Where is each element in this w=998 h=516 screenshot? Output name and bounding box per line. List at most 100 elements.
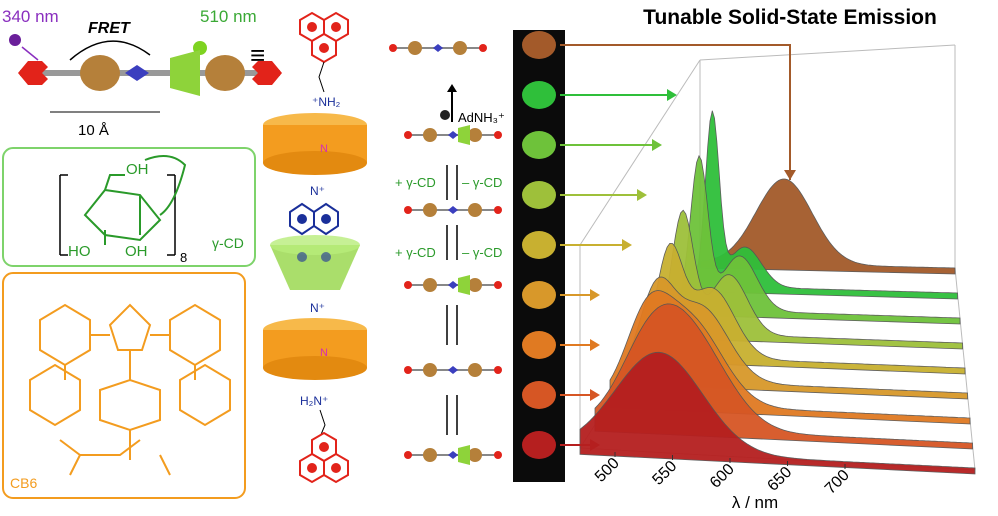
- sample-photo: [522, 131, 556, 159]
- cb6-structure: [29, 303, 231, 476]
- cb6: [423, 203, 437, 217]
- cb6-ring: [80, 55, 120, 91]
- equilibrium-arrows: [446, 165, 458, 435]
- pointer-arrow: [560, 139, 662, 151]
- triazole-n: N: [320, 347, 328, 359]
- x-tick-label: 500: [592, 455, 623, 486]
- excitation-label: 340 nm: [2, 7, 59, 26]
- emission-label: 510 nm: [200, 7, 257, 26]
- stopper: [404, 131, 412, 139]
- remove-label: – γ-CD: [462, 175, 502, 190]
- pointer-arrow: [560, 339, 600, 351]
- gamma-cd-cone: [270, 245, 360, 290]
- photon: [9, 34, 21, 46]
- x-tick-label: 700: [822, 467, 853, 498]
- gamma-cd-label: γ-CD: [212, 235, 244, 251]
- stopper: [404, 281, 412, 289]
- viologen: [448, 366, 458, 374]
- pointer-arrow: [560, 289, 600, 301]
- cb6: [468, 448, 482, 462]
- rotaxane-state: [404, 275, 502, 295]
- arrow-head: [590, 439, 600, 451]
- arrow-head: [667, 89, 677, 101]
- stopper: [252, 61, 282, 85]
- arrow-head: [622, 239, 632, 251]
- distance-label: 10 Å: [78, 122, 109, 139]
- x-tick-label: 650: [764, 464, 795, 495]
- cb6: [453, 41, 467, 55]
- hydroxyl: OH: [126, 161, 149, 178]
- sample-photo: [522, 381, 556, 409]
- rotaxane-state: [389, 41, 487, 55]
- amine-label: H₂N⁺: [300, 394, 328, 408]
- stopper: [389, 44, 397, 52]
- pyrene-top: [299, 11, 349, 64]
- sample-photo: [522, 231, 556, 259]
- viologen: [125, 65, 149, 81]
- cb6-label: CB6: [10, 475, 37, 491]
- gamma-cd: [458, 125, 470, 145]
- spectrum: [699, 178, 956, 275]
- gamma-cd-ring: [170, 50, 200, 96]
- sample-photo: [522, 181, 556, 209]
- pyrene-bottom: [299, 431, 349, 484]
- panel-frame: [2, 147, 256, 267]
- hydroxyl: OH: [125, 243, 148, 260]
- arrow-head: [590, 289, 600, 301]
- fret-label: FRET: [88, 20, 131, 37]
- pointer-arrow: [560, 239, 632, 251]
- x-axis-label: λ / nm: [732, 493, 778, 512]
- remove-label: – γ-CD: [462, 245, 502, 260]
- glycosidic-link: [144, 155, 187, 216]
- add-label: + γ-CD: [395, 245, 436, 260]
- viologen: [433, 44, 443, 52]
- pointer-arrow: [560, 89, 677, 101]
- plot-title: Tunable Solid-State Emission: [643, 6, 937, 29]
- x-tick-label: 600: [707, 461, 738, 492]
- panel-frame: [2, 272, 246, 499]
- x-tick-label: 550: [649, 458, 680, 489]
- cb6-ring: [205, 55, 245, 91]
- amine-label: ⁺NH₂: [312, 95, 341, 109]
- rotaxane-state: [404, 445, 502, 465]
- pointer-arrow: [560, 439, 600, 451]
- cb6: [423, 128, 437, 142]
- pyridinium-n: N⁺: [310, 301, 325, 315]
- viologen: [448, 281, 458, 289]
- gamma-cd-panel: OH HO OH 8 γ-CD: [2, 147, 256, 267]
- fret-scheme: 340 nm FRET 510 nm ≡ 10 Å: [2, 7, 282, 139]
- pyridinium-n: N⁺: [310, 184, 325, 198]
- axle: [20, 70, 280, 76]
- pointer-arrow: [560, 389, 600, 401]
- pointer-arrow: [560, 189, 647, 201]
- adamantane: [440, 110, 450, 120]
- excitation-arrow: [21, 46, 39, 61]
- sample-photo: [522, 81, 556, 109]
- arrow-head: [590, 389, 600, 401]
- sample-photo: [522, 431, 556, 459]
- spectra-plot: Tunable Solid-State Emission λ / nm 500 5…: [579, 6, 976, 512]
- stopper: [404, 451, 412, 459]
- stopper: [404, 366, 412, 374]
- stopper: [404, 206, 412, 214]
- rotaxane-state: [404, 363, 502, 377]
- sample-photo: [522, 31, 556, 59]
- cb6-panel: CB6: [2, 272, 246, 499]
- hydroxyl: HO: [68, 243, 91, 260]
- cb6: [423, 278, 437, 292]
- sample-photo: [522, 331, 556, 359]
- gamma-cd: [458, 275, 470, 295]
- stopper: [494, 131, 502, 139]
- arrow-head: [590, 339, 600, 351]
- viologen: [448, 206, 458, 214]
- pointer-arrow: [560, 44, 796, 180]
- stopper: [479, 44, 487, 52]
- viologen: [448, 131, 458, 139]
- spectrum: [669, 154, 961, 325]
- arrow-head: [784, 170, 796, 180]
- stopper: [494, 366, 502, 374]
- switching-scheme: AdNH₃⁺ + γ-CD – γ-CD + γ-CD – γ-CD: [389, 41, 505, 465]
- stopper: [494, 451, 502, 459]
- repeat-count: 8: [180, 250, 187, 265]
